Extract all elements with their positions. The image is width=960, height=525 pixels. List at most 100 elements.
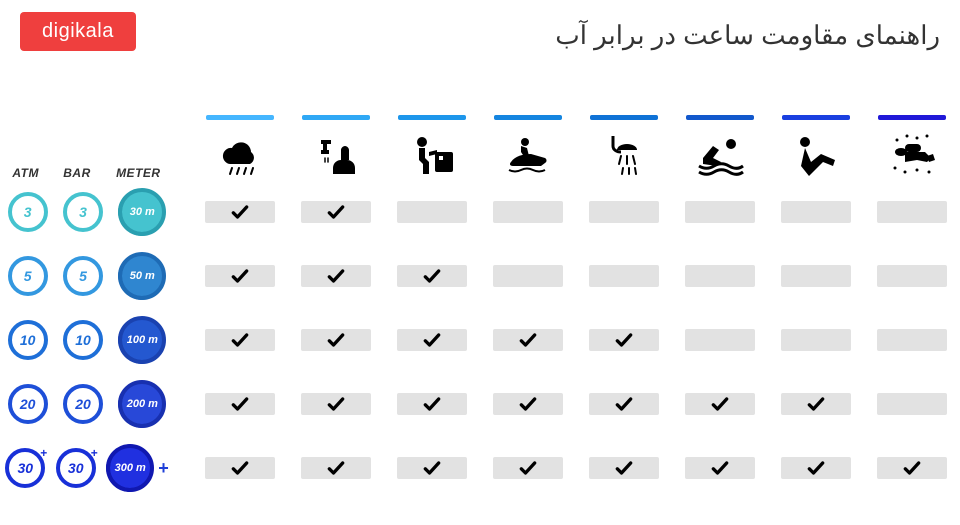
cell-snorkel (768, 329, 864, 351)
activity-header-scuba (864, 115, 960, 180)
shower-icon (594, 130, 654, 180)
cell-shower (576, 393, 672, 415)
table-row: 30+ 30+ 300 m + (0, 436, 960, 500)
activity-header-snorkel (768, 115, 864, 180)
check-cells (174, 265, 960, 287)
cell-snorkel (768, 393, 864, 415)
cell-shower (576, 457, 672, 479)
cell-snorkel (768, 457, 864, 479)
cell-shower (576, 201, 672, 223)
meter-badge: 200 m (118, 380, 166, 428)
swimming-color-bar (686, 115, 754, 120)
check-icon (230, 266, 250, 286)
water-resistance-table: ATM BAR METER (0, 100, 960, 500)
header-bar: BAR (57, 166, 97, 180)
header-meter: METER (108, 166, 168, 180)
cell-handwash (288, 329, 384, 351)
cell-swimming (672, 265, 768, 287)
jetski-icon (498, 130, 558, 180)
cell-shower (576, 265, 672, 287)
check-icon (326, 458, 346, 478)
check-icon (614, 394, 634, 414)
cell-swimming (672, 393, 768, 415)
shower-color-bar (590, 115, 658, 120)
cell-jetski (480, 265, 576, 287)
cell-dishwash (384, 393, 480, 415)
scuba-icon (882, 130, 942, 180)
bar-badge: 5 (63, 256, 103, 296)
cell-rain (192, 457, 288, 479)
activity-header-handwash (288, 115, 384, 180)
rain-color-bar (206, 115, 274, 120)
cell-scuba (864, 201, 960, 223)
cell-scuba (864, 329, 960, 351)
cell-dishwash (384, 265, 480, 287)
check-icon (230, 394, 250, 414)
table-row: 3 3 30 m (0, 180, 960, 244)
cell-scuba (864, 457, 960, 479)
cell-jetski (480, 329, 576, 351)
check-icon (518, 394, 538, 414)
cell-handwash (288, 265, 384, 287)
meter-badge: 30 m (118, 188, 166, 236)
cell-jetski (480, 201, 576, 223)
unit-headers: ATM BAR METER (0, 166, 174, 180)
check-cells (174, 457, 960, 479)
header-atm: ATM (6, 166, 46, 180)
cell-rain (192, 329, 288, 351)
scuba-color-bar (878, 115, 946, 120)
bar-badge: 10 (63, 320, 103, 360)
dishwash-color-bar (398, 115, 466, 120)
check-icon (230, 202, 250, 222)
check-icon (710, 394, 730, 414)
atm-badge: 3 (8, 192, 48, 232)
cell-dishwash (384, 457, 480, 479)
cell-handwash (288, 393, 384, 415)
handwash-color-bar (302, 115, 370, 120)
cell-rain (192, 393, 288, 415)
unit-cols: 3 3 30 m (0, 188, 174, 236)
cell-shower (576, 329, 672, 351)
cell-dishwash (384, 329, 480, 351)
check-icon (902, 458, 922, 478)
check-icon (518, 330, 538, 350)
check-icon (518, 458, 538, 478)
activity-header-swimming (672, 115, 768, 180)
cell-handwash (288, 201, 384, 223)
cell-dishwash (384, 201, 480, 223)
cell-swimming (672, 329, 768, 351)
check-icon (422, 458, 442, 478)
check-icon (326, 330, 346, 350)
cell-rain (192, 201, 288, 223)
unit-cols: 30+ 30+ 300 m + (0, 444, 174, 492)
bar-badge: 3 (63, 192, 103, 232)
check-icon (614, 330, 634, 350)
activity-header-rain (192, 115, 288, 180)
page-title: راهنمای مقاومت ساعت در برابر آب (555, 20, 940, 51)
check-icon (422, 394, 442, 414)
rain-icon (210, 130, 270, 180)
cell-swimming (672, 457, 768, 479)
cell-scuba (864, 393, 960, 415)
check-icon (806, 458, 826, 478)
cell-swimming (672, 201, 768, 223)
bar-badge: 20 (63, 384, 103, 424)
logo-badge: digikala (20, 12, 136, 51)
activity-header-jetski (480, 115, 576, 180)
bar-badge: 30+ (56, 448, 96, 488)
check-icon (230, 330, 250, 350)
check-icon (422, 330, 442, 350)
check-icon (806, 394, 826, 414)
check-cells (174, 201, 960, 223)
check-icon (710, 458, 730, 478)
check-cells (174, 329, 960, 351)
table-row: 20 20 200 m (0, 372, 960, 436)
check-icon (614, 458, 634, 478)
atm-badge: 30+ (5, 448, 45, 488)
atm-badge: 20 (8, 384, 48, 424)
handwash-icon (306, 130, 366, 180)
atm-badge: 10 (8, 320, 48, 360)
dishwash-icon (402, 130, 462, 180)
table-row: 10 10 100 m (0, 308, 960, 372)
check-icon (422, 266, 442, 286)
